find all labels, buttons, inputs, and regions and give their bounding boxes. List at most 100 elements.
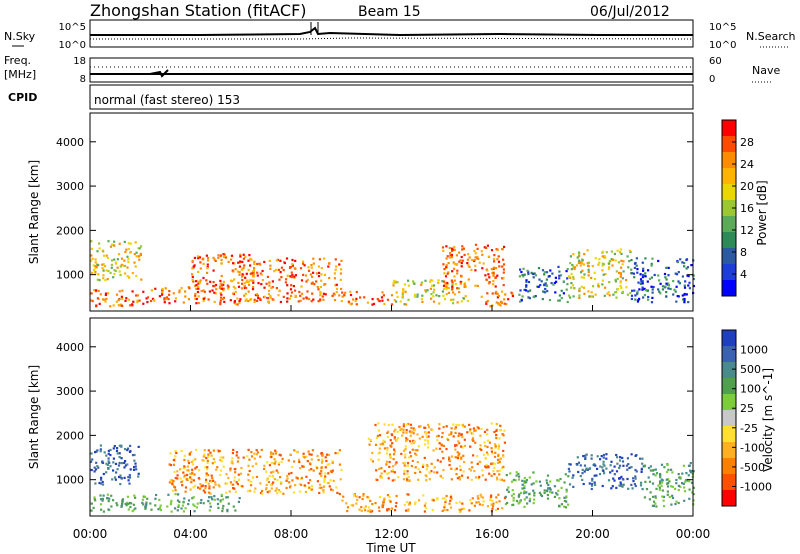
echo-cell	[94, 258, 97, 261]
ytick-label: 2000	[56, 224, 84, 237]
echo-cell	[517, 494, 520, 497]
echo-cell	[658, 482, 662, 485]
echo-cell	[492, 271, 495, 274]
echo-cell	[104, 292, 108, 295]
echo-cell	[114, 478, 117, 481]
echo-cell	[265, 487, 268, 490]
echo-cell	[558, 497, 561, 500]
echo-cell	[473, 249, 476, 252]
echo-cell	[532, 489, 535, 492]
echo-cell	[251, 476, 254, 479]
echo-cell	[448, 256, 452, 259]
echo-cell	[675, 478, 678, 482]
echo-cell	[496, 470, 499, 473]
echo-cell	[652, 495, 655, 498]
echo-cell	[168, 290, 171, 293]
echo-cell	[453, 267, 456, 270]
echo-cell	[132, 468, 136, 471]
echo-cell	[280, 266, 283, 269]
echo-cell	[191, 468, 194, 471]
echo-cell	[380, 467, 383, 470]
echo-cell	[607, 479, 611, 482]
echo-cell	[443, 280, 446, 283]
echo-cell	[203, 290, 206, 293]
echo-cell	[663, 505, 666, 508]
echo-cell	[183, 474, 186, 477]
echo-cell	[358, 508, 361, 511]
echo-cell	[144, 507, 147, 510]
echo-cell	[268, 474, 271, 478]
echo-cell	[581, 472, 584, 475]
echo-cell	[184, 507, 187, 510]
echo-cell	[337, 452, 340, 455]
echo-cell	[458, 423, 461, 427]
echo-cell	[232, 292, 235, 295]
time-axis-label: Time UT	[365, 541, 416, 554]
echo-cell	[634, 477, 637, 480]
echo-cell	[436, 471, 439, 474]
echo-cell	[528, 497, 531, 500]
echo-cell	[450, 432, 453, 436]
echo-cell	[386, 436, 389, 439]
echo-cell	[324, 466, 327, 469]
colorbar-swatch	[722, 394, 736, 411]
echo-cell	[401, 291, 405, 294]
echo-cell	[587, 290, 590, 293]
echo-cell	[485, 466, 488, 469]
echo-cell	[546, 290, 549, 293]
time-tick-label: 00:00	[676, 527, 711, 541]
echo-cell	[563, 499, 566, 502]
echo-cell	[116, 258, 119, 261]
echo-cell	[213, 285, 216, 288]
echo-cell	[496, 258, 499, 261]
echo-cell	[286, 474, 289, 478]
echo-cell	[402, 288, 405, 291]
echo-cell	[119, 273, 122, 277]
echo-cell	[298, 290, 301, 294]
echo-cell	[485, 464, 488, 467]
echo-cell	[204, 487, 207, 490]
echo-cell	[582, 276, 585, 279]
echo-cell	[242, 274, 245, 277]
echo-cell	[207, 491, 211, 494]
echo-cell	[643, 287, 646, 290]
echo-cell	[641, 457, 644, 460]
echo-cell	[593, 463, 596, 466]
echo-cell	[460, 433, 463, 436]
echo-cell	[269, 267, 272, 270]
echo-cell	[151, 297, 155, 300]
echo-cell	[557, 265, 560, 268]
echo-cell	[456, 451, 459, 454]
echo-cell	[525, 289, 528, 292]
echo-cell	[571, 284, 575, 287]
echo-cell	[221, 297, 225, 301]
echo-cell	[247, 490, 250, 493]
echo-cell	[494, 267, 498, 270]
echo-cell	[253, 300, 256, 303]
echo-cell	[675, 285, 678, 288]
echo-cell	[192, 280, 195, 283]
echo-cell	[535, 480, 538, 483]
echo-cell	[107, 452, 110, 455]
echo-cell	[456, 287, 459, 290]
echo-cell	[681, 294, 684, 297]
echo-cell	[544, 282, 547, 285]
echo-cell	[308, 462, 312, 465]
echo-cell	[369, 458, 373, 461]
echo-cell	[207, 474, 210, 477]
echo-cell	[205, 254, 208, 257]
echo-cell	[199, 279, 202, 282]
echo-cell	[496, 296, 499, 299]
echo-cell	[242, 456, 245, 459]
echo-cell	[518, 293, 521, 296]
echo-cell	[227, 260, 230, 263]
echo-cell	[474, 269, 477, 272]
echo-cell	[105, 269, 108, 272]
velocity-echo-layer	[90, 422, 695, 513]
echo-cell	[675, 482, 678, 485]
echo-cell	[219, 456, 222, 459]
echo-cell	[121, 499, 124, 503]
echo-cell	[123, 264, 126, 268]
echo-cell	[197, 295, 200, 298]
echo-cell	[310, 264, 313, 267]
